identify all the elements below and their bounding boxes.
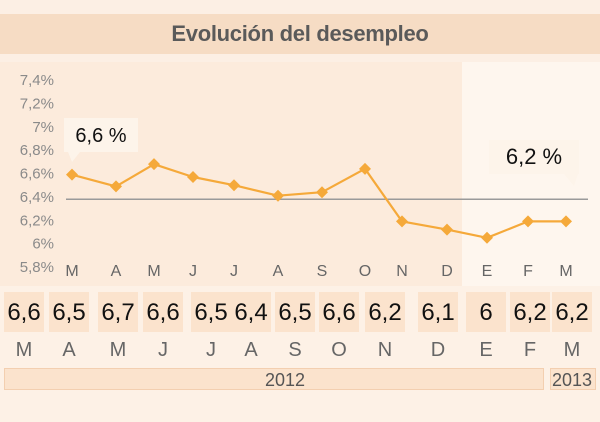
data-point bbox=[481, 231, 493, 244]
x-tick-label: J bbox=[189, 263, 197, 280]
month-label: O bbox=[331, 339, 347, 361]
x-tick-label: E bbox=[482, 263, 493, 280]
data-point bbox=[396, 215, 408, 228]
value-cell-box bbox=[191, 292, 231, 332]
value-cell-box bbox=[319, 292, 359, 332]
month-label: N bbox=[377, 339, 393, 361]
value-cell: 6,1 bbox=[421, 299, 455, 326]
callout-pointer-last bbox=[564, 174, 578, 186]
data-point bbox=[560, 215, 572, 228]
month-label: J bbox=[158, 339, 168, 361]
month-label: A bbox=[244, 339, 258, 361]
data-point bbox=[272, 189, 284, 202]
month-label: E bbox=[479, 339, 493, 361]
callout-last: 6,2 % bbox=[506, 144, 562, 169]
y-tick-label: 7% bbox=[32, 119, 54, 136]
y-tick-label: 6,4% bbox=[20, 189, 54, 206]
data-point bbox=[441, 223, 453, 236]
value-cell: 6,2 bbox=[513, 299, 547, 326]
value-cell-box bbox=[365, 292, 405, 332]
month-label: M bbox=[109, 339, 127, 361]
value-cell-box bbox=[231, 292, 271, 332]
value-cell: 6,2 bbox=[555, 299, 589, 326]
data-point bbox=[66, 168, 78, 181]
month-label: M bbox=[563, 339, 581, 361]
value-cell-box bbox=[510, 292, 550, 332]
y-tick-label: 6,2% bbox=[20, 212, 54, 229]
value-cell: 6,7 bbox=[101, 299, 135, 326]
data-point bbox=[148, 158, 160, 171]
value-cell-box bbox=[552, 292, 592, 332]
x-tick-label: J bbox=[230, 263, 238, 280]
year-label-2013: 2013 bbox=[552, 370, 593, 390]
x-tick-label: D bbox=[441, 263, 453, 280]
value-cell-box bbox=[4, 292, 44, 332]
data-point bbox=[359, 162, 371, 175]
value-cell-box bbox=[466, 292, 506, 332]
y-tick-label: 6,8% bbox=[20, 142, 54, 159]
x-tick-label: A bbox=[273, 263, 284, 280]
value-cell: 6,6 bbox=[146, 299, 180, 326]
year-bar-2012 bbox=[4, 368, 544, 390]
year-bar-2013 bbox=[550, 368, 596, 390]
x-tick-label: S bbox=[317, 263, 328, 280]
x-tick-label: F bbox=[523, 263, 533, 280]
y-tick-label: 6% bbox=[32, 236, 54, 253]
y-tick-label: 7,2% bbox=[20, 95, 54, 112]
data-point bbox=[316, 186, 328, 199]
value-cell-box bbox=[49, 292, 89, 332]
callout-pointer-first bbox=[68, 152, 80, 162]
value-cell: 6 bbox=[479, 299, 493, 326]
value-cell-box bbox=[143, 292, 183, 332]
x-tick-label: M bbox=[559, 263, 572, 280]
callout-box-last bbox=[489, 140, 579, 174]
month-label: D bbox=[430, 339, 446, 361]
value-cell: 6,4 bbox=[234, 299, 268, 326]
value-cell-box bbox=[418, 292, 458, 332]
value-cell-box bbox=[98, 292, 138, 332]
year-label-2012: 2012 bbox=[265, 370, 306, 390]
value-cell: 6,6 bbox=[322, 299, 356, 326]
value-cell: 6,2 bbox=[368, 299, 402, 326]
value-cell: 6,5 bbox=[194, 299, 228, 326]
x-tick-label: M bbox=[147, 263, 160, 280]
x-tick-label: A bbox=[111, 263, 122, 280]
y-tick-label: 6,6% bbox=[20, 166, 54, 183]
y-tick-label: 5,8% bbox=[20, 259, 54, 276]
month-label: M bbox=[15, 339, 33, 361]
data-point bbox=[228, 179, 240, 192]
callout-box-first bbox=[64, 118, 138, 152]
callout-first: 6,6 % bbox=[75, 125, 126, 147]
y-tick-label: 7,4% bbox=[20, 72, 54, 89]
value-cell: 6,5 bbox=[52, 299, 86, 326]
value-cell: 6,6 bbox=[7, 299, 41, 326]
title-band bbox=[0, 14, 600, 54]
data-point bbox=[522, 215, 534, 228]
x-tick-label: O bbox=[359, 263, 371, 280]
data-point bbox=[187, 171, 199, 184]
value-cell: 6,5 bbox=[278, 299, 312, 326]
value-cell-box bbox=[275, 292, 315, 332]
month-label: A bbox=[62, 339, 76, 361]
month-label: F bbox=[523, 339, 537, 361]
x-tick-label: M bbox=[65, 263, 78, 280]
month-label: S bbox=[288, 339, 302, 361]
data-point bbox=[110, 180, 122, 193]
month-label: J bbox=[206, 339, 216, 361]
x-tick-label: N bbox=[396, 263, 408, 280]
chart-title: Evolución del desempleo bbox=[171, 21, 429, 46]
